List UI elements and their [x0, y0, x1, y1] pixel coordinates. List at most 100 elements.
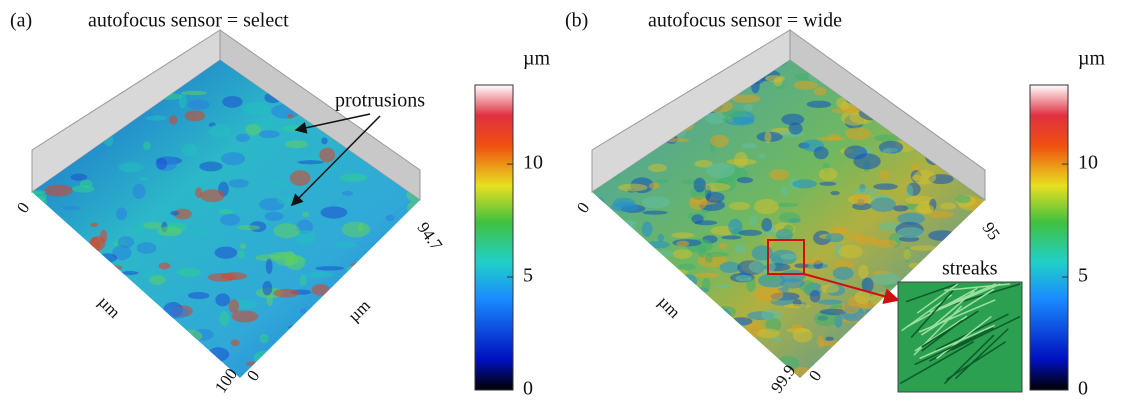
texture-blob	[873, 327, 887, 335]
texture-blob	[938, 49, 966, 56]
texture-blob	[394, 335, 420, 350]
texture-blob	[646, 82, 671, 88]
panel-label: (b)	[565, 10, 588, 32]
texture-blob	[643, 340, 651, 351]
texture-blob	[133, 184, 146, 199]
texture-blob	[647, 254, 663, 260]
texture-blob	[31, 196, 48, 212]
texture-blob	[752, 360, 778, 365]
texture-blob	[20, 295, 40, 308]
texture-blob	[118, 162, 143, 172]
texture-blob	[208, 347, 229, 361]
texture-blob	[106, 265, 122, 270]
texture-blob	[121, 271, 138, 275]
texture-blob	[793, 81, 817, 90]
texture-blob	[287, 114, 293, 118]
texture-blob	[852, 188, 879, 194]
texture-blob	[273, 289, 299, 298]
texture-blob	[14, 49, 30, 54]
texture-blob	[819, 168, 837, 181]
texture-blob	[340, 62, 357, 73]
texture-blob	[108, 335, 135, 347]
texture-blob	[219, 311, 229, 326]
texture-blob	[19, 372, 30, 384]
texture-blob	[694, 220, 717, 225]
texture-blob	[270, 252, 290, 260]
texture-blob	[642, 211, 667, 215]
texture-blob	[177, 268, 202, 277]
texture-blob	[715, 309, 730, 323]
texture-blob	[955, 195, 970, 203]
texture-blob	[714, 306, 736, 318]
texture-blob	[394, 309, 416, 320]
texture-blob	[913, 170, 936, 185]
texture-blob	[296, 360, 315, 371]
texture-blob	[910, 273, 932, 279]
texture-blob	[115, 59, 141, 68]
texture-blob	[737, 342, 755, 349]
texture-blob	[779, 212, 800, 223]
colorbar-unit: µm	[523, 48, 551, 70]
texture-blob	[28, 104, 48, 116]
texture-blob	[702, 278, 710, 292]
colorbar-tick-label: 5	[523, 265, 533, 287]
texture-blob	[52, 283, 74, 295]
texture-blob	[396, 363, 403, 368]
texture-blob	[769, 169, 789, 180]
texture-blob	[188, 292, 210, 299]
texture-blob	[706, 163, 735, 178]
texture-blob	[290, 170, 311, 186]
texture-blob	[910, 245, 940, 250]
texture-blob	[912, 78, 921, 94]
texture-blob	[95, 268, 107, 277]
texture-blob	[627, 60, 655, 66]
texture-blob	[608, 293, 628, 299]
texture-blob	[259, 130, 280, 138]
texture-blob	[737, 177, 753, 183]
texture-blob	[671, 232, 694, 238]
texture-blob	[231, 339, 240, 346]
texture-blob	[620, 57, 628, 69]
texture-blob	[852, 370, 878, 376]
texture-blob	[660, 269, 688, 275]
texture-blob	[229, 179, 249, 188]
texture-blob	[960, 54, 981, 62]
texture-blob	[328, 80, 356, 90]
texture-blob	[879, 63, 885, 71]
axis-label: 94.7	[414, 219, 447, 255]
texture-blob	[940, 203, 956, 210]
texture-blob	[945, 60, 969, 70]
texture-blob	[586, 197, 604, 208]
texture-blob	[591, 243, 603, 250]
texture-blob	[277, 197, 295, 205]
texture-blob	[719, 243, 727, 249]
texture-blob	[842, 302, 859, 314]
texture-blob	[282, 372, 293, 376]
texture-blob	[962, 134, 969, 148]
texture-blob	[146, 116, 167, 121]
texture-blob	[15, 247, 27, 260]
texture-blob	[598, 345, 623, 360]
texture-blob	[364, 327, 380, 335]
texture-blob	[238, 250, 246, 258]
texture-blob	[188, 229, 210, 234]
texture-blob	[246, 362, 259, 366]
texture-blob	[362, 258, 377, 266]
texture-blob	[28, 75, 36, 79]
texture-blob	[288, 325, 310, 329]
texture-blob	[350, 371, 379, 384]
texture-blob	[749, 216, 758, 226]
colorbar-tick-label: 10	[1078, 152, 1098, 174]
texture-blob	[872, 273, 900, 285]
texture-blob	[199, 161, 222, 171]
texture-blob	[376, 53, 403, 63]
texture-blob	[586, 270, 592, 279]
texture-blob	[393, 79, 418, 88]
texture-blob	[817, 137, 846, 141]
texture-blob	[375, 265, 398, 280]
texture-blob	[143, 141, 151, 149]
texture-blob	[385, 276, 409, 290]
texture-blob	[723, 368, 749, 373]
texture-blob	[615, 306, 634, 313]
texture-blob	[215, 247, 238, 259]
